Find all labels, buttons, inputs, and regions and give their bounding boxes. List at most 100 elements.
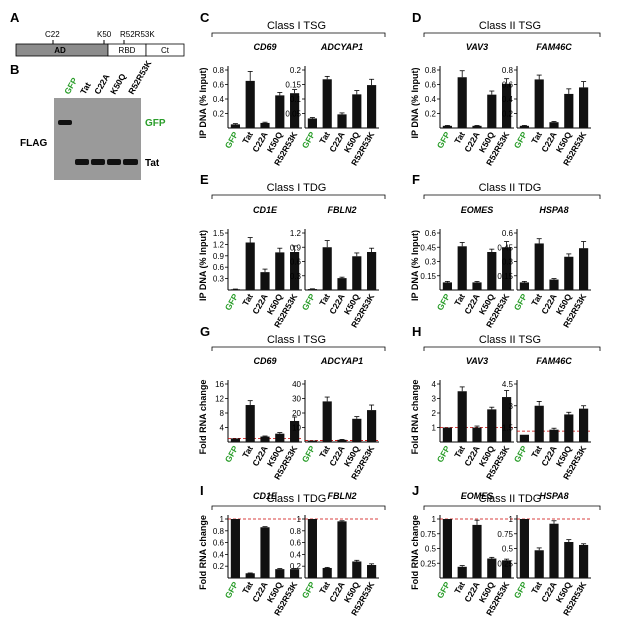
y-tick-label: 1.5 <box>502 424 514 433</box>
bar-c22a <box>337 439 347 442</box>
group-bracket <box>211 505 386 510</box>
bar-r52r53k <box>579 87 589 128</box>
tick-label-c22: C22 <box>45 30 60 39</box>
y-tick-label: 0.9 <box>213 252 225 261</box>
bar-gfp <box>230 438 240 442</box>
bar-r52r53k <box>579 544 589 578</box>
tat-band-label: Tat <box>145 158 160 169</box>
group-bracket <box>423 505 601 510</box>
y-tick-label: 12 <box>215 395 224 404</box>
group-bracket <box>423 32 601 37</box>
y-tick-label: 0.8 <box>502 66 514 75</box>
y-tick-label: 0.2 <box>213 110 225 119</box>
y-tick-label: 0.05 <box>285 110 301 119</box>
gfp-band-label: GFP <box>145 118 166 129</box>
y-tick-label: 0.6 <box>290 258 302 267</box>
y-axis-label: IP DNA (% Input) <box>198 68 208 139</box>
bar-c22a <box>337 521 347 578</box>
lane-label-gfp: GFP <box>62 76 80 96</box>
gene-label: FAM46C <box>536 356 572 366</box>
chart-g-cd69: G Class I TSG Fold RNA change CD69 4 8 12 16 GFP… <box>198 324 386 481</box>
bar-k50q <box>564 256 574 290</box>
bar-tat <box>534 243 544 290</box>
y-axis-label: IP DNA (% Input) <box>198 230 208 301</box>
gene-label: ADCYAP1 <box>320 356 363 366</box>
group-bracket <box>211 194 386 199</box>
y-tick-label: 0.75 <box>420 530 436 539</box>
bar-gfp <box>230 289 240 291</box>
bar-gfp <box>519 434 529 442</box>
bar-c22a <box>549 279 559 290</box>
bar-charts: C Class I TSG IP DNA (% Input) CD69 0.2 0.4 0.… <box>198 10 601 617</box>
y-tick-label: 4 <box>220 424 225 433</box>
tick-label-r52r53k: R52R53K <box>120 30 155 39</box>
y-tick-label: 0.2 <box>425 110 437 119</box>
bar-k50q <box>275 569 285 578</box>
y-tick-label: 0.5 <box>502 545 514 554</box>
y-tick-label: 0.8 <box>290 527 302 536</box>
bar-tat <box>457 77 467 128</box>
y-tick-label: 0.4 <box>290 550 302 559</box>
x-tick-label: GFP <box>300 444 318 464</box>
bar-r52r53k <box>290 420 300 442</box>
gel-image <box>54 98 141 180</box>
panel-label-I: I <box>200 483 204 498</box>
domain-ct <box>145 43 185 57</box>
y-axis-label: Fold RNA change <box>410 380 420 455</box>
bar-c22a <box>472 524 482 578</box>
y-tick-label: 0.5 <box>425 545 437 554</box>
domain-label-rbd: RBD <box>119 46 136 55</box>
x-tick-label: GFP <box>300 130 318 150</box>
chart-e-cd1e: E Class I TDG IP DNA (% Input) CD1E 0.3 0.6 0.… <box>198 172 386 329</box>
bar-k50q <box>564 414 574 442</box>
x-tick-label: GFP <box>223 130 241 150</box>
y-tick-label: 0.8 <box>425 66 437 75</box>
group-bracket <box>211 346 386 351</box>
group-title: Class II TSG <box>479 334 541 346</box>
bar-gfp <box>307 440 317 442</box>
x-tick-label: GFP <box>435 580 453 600</box>
bar-r52r53k <box>502 397 512 442</box>
gene-label: HSPA8 <box>539 205 568 215</box>
bar-k50q <box>487 558 497 578</box>
y-tick-label: 0.15 <box>420 272 436 281</box>
lane-label-k50q: K50Q <box>108 71 128 96</box>
y-tick-label: 3 <box>432 395 437 404</box>
y-tick-label: 0.6 <box>425 81 437 90</box>
domain-label-ct: Ct <box>161 46 170 55</box>
bar-tat <box>457 391 467 442</box>
bar-tat <box>245 573 255 578</box>
bar-tat <box>534 405 544 442</box>
bar-k50q <box>487 252 497 290</box>
bar-tat <box>322 401 332 442</box>
y-tick-label: 0.1 <box>290 95 302 104</box>
y-tick-label: 0.75 <box>497 530 513 539</box>
y-tick-label: 1.2 <box>290 229 302 238</box>
bar-k50q <box>487 409 497 442</box>
bar-c22a <box>260 436 270 442</box>
gene-label: VAV3 <box>466 356 488 366</box>
bar-r52r53k <box>579 408 589 442</box>
bar-gfp <box>442 282 452 290</box>
panel-label-H: H <box>412 324 421 339</box>
bar-k50q <box>352 256 362 290</box>
y-tick-label: 4 <box>432 380 437 389</box>
y-tick-label: 2 <box>432 409 437 418</box>
x-tick-label: GFP <box>223 444 241 464</box>
lane-label-tat: Tat <box>78 80 93 96</box>
bar-gfp <box>230 124 240 128</box>
bar-k50q <box>275 252 285 290</box>
x-tick-label: GFP <box>223 580 241 600</box>
group-bracket <box>423 346 601 351</box>
y-tick-label: 0.3 <box>425 258 437 267</box>
panel-label-A: A <box>10 10 20 25</box>
y-tick-label: 0.2 <box>290 562 302 571</box>
y-tick-label: 0.6 <box>213 81 225 90</box>
bar-c22a <box>549 122 559 128</box>
y-tick-label: 30 <box>292 395 301 404</box>
gene-label: FBLN2 <box>328 205 357 215</box>
y-tick-label: 0.9 <box>290 243 302 252</box>
